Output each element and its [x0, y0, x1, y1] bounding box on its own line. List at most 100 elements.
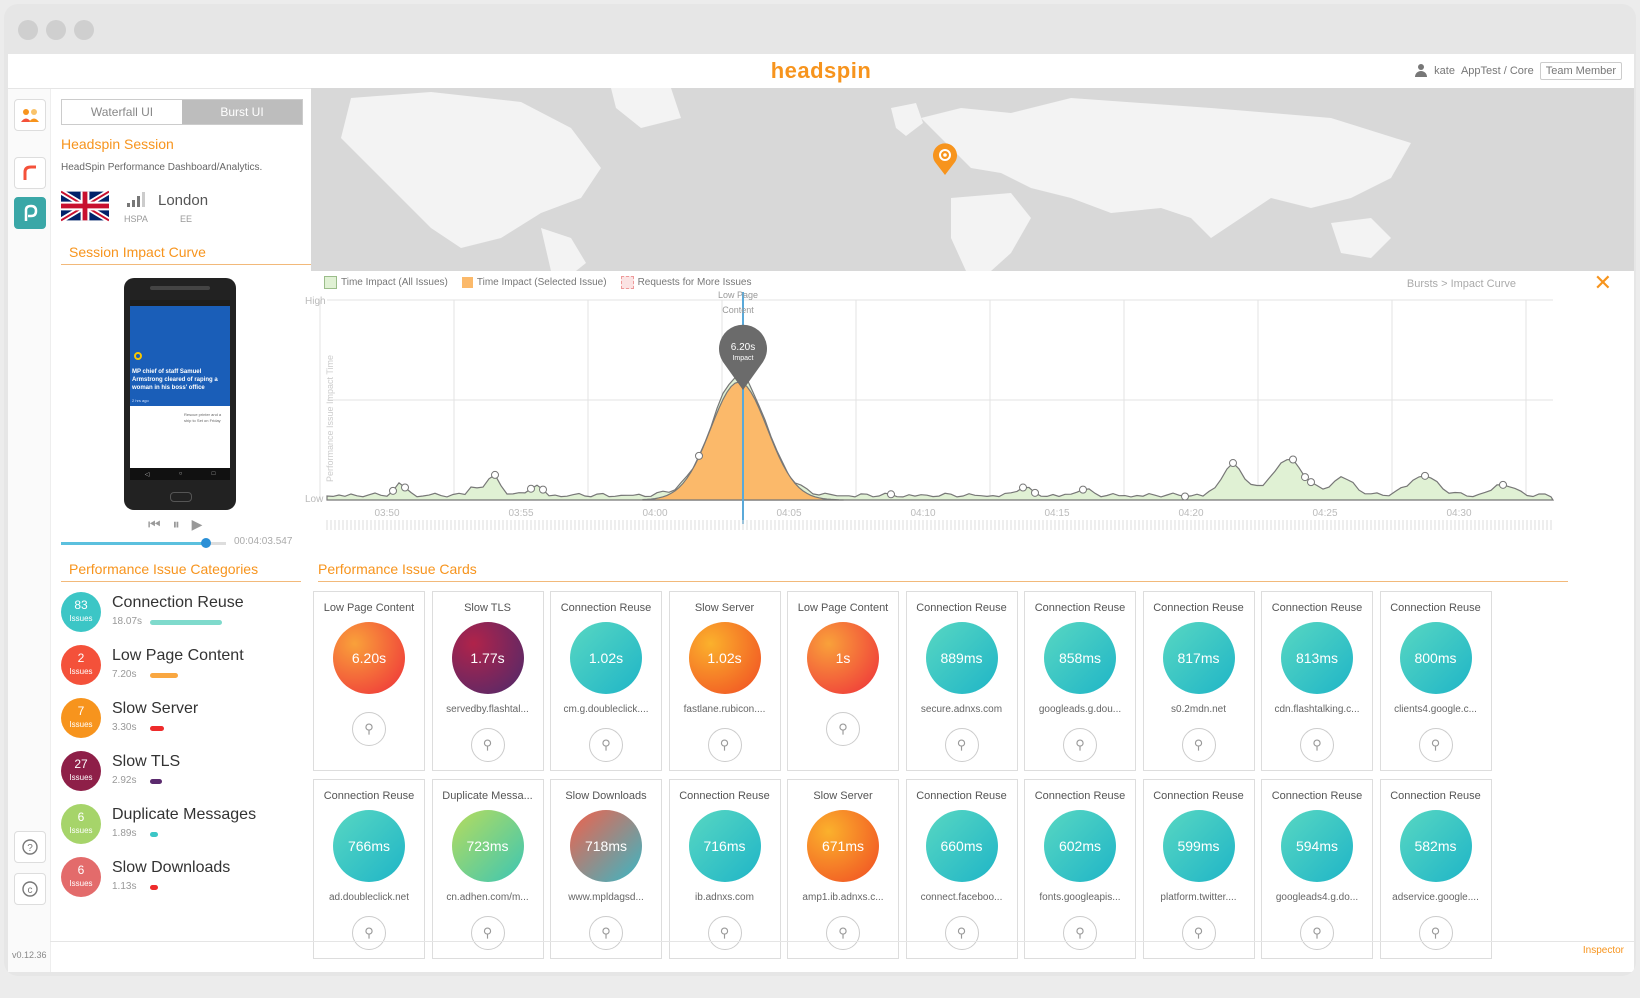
performance-icon[interactable] [14, 197, 46, 229]
issue-card[interactable]: Connection Reuse 660ms connect.faceboo... ⚲ [905, 779, 1018, 959]
zoom-icon[interactable]: ⚲ [1418, 916, 1453, 950]
issue-card[interactable]: Connection Reuse 858ms googleads.g.dou... ⚲ [1024, 591, 1136, 771]
issue-card[interactable]: Connection Reuse 599ms platform.twitter...… [1142, 779, 1255, 959]
zoom-icon[interactable]: ⚲ [707, 728, 742, 762]
zoom-icon[interactable]: ⚲ [944, 728, 979, 762]
issue-point [1499, 480, 1507, 489]
headspin-logo[interactable]: headspin [770, 58, 872, 83]
recents-icon[interactable]: □ [211, 471, 216, 477]
legend-requests[interactable]: Requests for More Issues [620, 276, 752, 289]
impact-pin-icon[interactable] [719, 324, 767, 390]
pause-icon[interactable]: ⏸ [172, 516, 180, 532]
issue-card[interactable]: Connection Reuse 1.02s cm.g.doubleclick...… [550, 591, 662, 771]
issue-card[interactable]: Slow Server 671ms amp1.ib.adnxs.c... ⚲ [787, 779, 899, 959]
issue-card[interactable]: Slow Downloads 718ms www.mpldagsd... ⚲ [550, 779, 662, 959]
issue-card[interactable]: Connection Reuse 889ms secure.adnxs.com ⚲ [905, 591, 1018, 771]
zoom-icon[interactable]: ⚲ [707, 916, 742, 950]
issue-card[interactable]: Connection Reuse 594ms googleads4.g.do... ⚲ [1261, 779, 1373, 959]
user-name: kate [1434, 65, 1455, 77]
inspector-link[interactable]: Inspector [1582, 945, 1624, 956]
category-count-badge: 6 Issues [61, 804, 101, 844]
category-time: 1.89s [112, 828, 137, 839]
copyright-icon[interactable]: c [14, 873, 46, 905]
zoom-icon[interactable]: ⚲ [1181, 728, 1216, 762]
card-impact-ring: 766ms [333, 810, 405, 882]
session-subtitle: HeadSpin Performance Dashboard/Analytics… [61, 162, 263, 173]
help-icon[interactable]: ? [14, 831, 46, 863]
legend-swatch-requests [620, 276, 634, 289]
category-count: 83 [74, 598, 88, 612]
zoom-icon[interactable]: ⚲ [470, 728, 505, 762]
version-label: v0.12.36 [12, 950, 47, 960]
skip-back-icon[interactable]: ⏮ [148, 516, 161, 532]
playback-scrubber[interactable] [61, 538, 226, 548]
issue-card[interactable]: Connection Reuse 602ms fonts.googleapis...… [1024, 779, 1136, 959]
card-impact-ring: 1s [807, 622, 879, 694]
card-impact-ring: 599ms [1162, 810, 1235, 882]
tab-burst[interactable]: Burst UI [182, 100, 302, 124]
zoom-icon[interactable]: ⚲ [352, 916, 386, 950]
user-menu[interactable]: kate AppTest / Core Team Member [1414, 62, 1622, 80]
window-close-dot[interactable] [18, 20, 38, 40]
window-minimize-dot[interactable] [46, 20, 66, 40]
device-preview[interactable]: MP chief of staff Samuel Armstrong clear… [124, 278, 236, 510]
window-maximize-dot[interactable] [74, 20, 94, 40]
issue-card[interactable]: Connection Reuse 716ms ib.adnxs.com ⚲ [668, 779, 781, 959]
zoom-icon[interactable]: ⚲ [826, 712, 860, 746]
play-icon[interactable]: ▶ [191, 516, 203, 532]
zoom-icon[interactable]: ⚲ [826, 916, 860, 950]
breadcrumb[interactable]: Bursts > Impact Curve [1406, 278, 1516, 290]
issue-card[interactable]: Low Page Content 1s ⚲ [787, 591, 899, 771]
home-icon[interactable]: ○ [178, 471, 183, 477]
card-impact-value: 602ms [1058, 838, 1102, 854]
tab-waterfall[interactable]: Waterfall UI [90, 105, 154, 119]
issue-card[interactable]: Slow Server 1.02s fastlane.rubicon.... ⚲ [668, 591, 781, 771]
category-item[interactable]: 83 Issues Connection Reuse 18.07s [61, 592, 301, 638]
issue-card[interactable]: Duplicate Messa... 723ms cn.adhen.com/m...… [431, 779, 544, 959]
news-age: 2 hrs ago [132, 398, 149, 403]
issue-card[interactable]: Connection Reuse 582ms adservice.google...… [1379, 779, 1492, 959]
zoom-icon[interactable]: ⚲ [352, 712, 386, 746]
category-item[interactable]: 27 Issues Slow TLS 2.92s [61, 751, 301, 797]
issue-card[interactable]: Connection Reuse 800ms clients4.google.c..… [1379, 591, 1492, 771]
legend-selected-issue[interactable]: Time Impact (Selected Issue) [461, 276, 607, 288]
category-item[interactable]: 6 Issues Slow Downloads 1.13s [61, 857, 301, 903]
zoom-icon[interactable]: ⚲ [1418, 728, 1453, 762]
zoom-icon[interactable]: ⚲ [470, 916, 505, 950]
zoom-icon[interactable]: ⚲ [1300, 728, 1334, 762]
category-item[interactable]: 7 Issues Slow Server 3.30s [61, 698, 301, 744]
device-screen: MP chief of staff Samuel Armstrong clear… [130, 300, 230, 480]
issue-card[interactable]: Low Page Content 6.20s ⚲ [313, 591, 425, 771]
category-item[interactable]: 6 Issues Duplicate Messages 1.89s [61, 804, 301, 850]
browser-window: headspin kate AppTest / Core Team Member… [4, 4, 1636, 976]
scrubber-fill [61, 542, 207, 545]
impact-curve-chart[interactable]: High Low Performance Issue Impact Time 0… [303, 290, 1573, 552]
zoom-icon[interactable]: ⚲ [1063, 916, 1097, 950]
issue-card[interactable]: Slow TLS 1.77s servedby.flashtal... ⚲ [431, 591, 544, 771]
issue-card[interactable]: Connection Reuse 813ms cdn.flashtalking.c.… [1261, 591, 1373, 771]
location-pin-icon[interactable] [931, 142, 959, 176]
back-icon[interactable]: ◁ [144, 471, 150, 478]
zoom-icon[interactable]: ⚲ [589, 728, 623, 762]
user-org: AppTest / Core [1460, 65, 1534, 77]
issue-point [1079, 485, 1087, 494]
category-count-badge: 7 Issues [61, 698, 101, 738]
close-icon[interactable]: ✕ [1593, 270, 1612, 295]
card-impact-ring: 582ms [1399, 810, 1472, 882]
issue-card[interactable]: Connection Reuse 766ms ad.doubleclick.net ⚲ [313, 779, 425, 959]
world-map[interactable] [311, 88, 1634, 271]
zoom-icon[interactable]: ⚲ [1181, 916, 1216, 950]
zoom-icon[interactable]: ⚲ [1300, 916, 1334, 950]
zoom-icon[interactable]: ⚲ [944, 916, 979, 950]
category-time: 2.92s [112, 775, 137, 786]
category-item[interactable]: 2 Issues Low Page Content 7.20s [61, 645, 301, 691]
card-impact-value: 599ms [1177, 838, 1220, 854]
card-host: amp1.ib.adnxs.c... [802, 892, 884, 903]
legend-all-issues[interactable]: Time Impact (All Issues) [324, 276, 448, 289]
zoom-icon[interactable]: ⚲ [1063, 728, 1097, 762]
zoom-icon[interactable]: ⚲ [589, 916, 623, 950]
routing-icon[interactable] [14, 157, 46, 189]
scrubber-handle[interactable] [201, 538, 212, 548]
issue-card[interactable]: Connection Reuse 817ms s0.2mdn.net ⚲ [1142, 591, 1255, 771]
team-icon[interactable] [14, 99, 46, 131]
